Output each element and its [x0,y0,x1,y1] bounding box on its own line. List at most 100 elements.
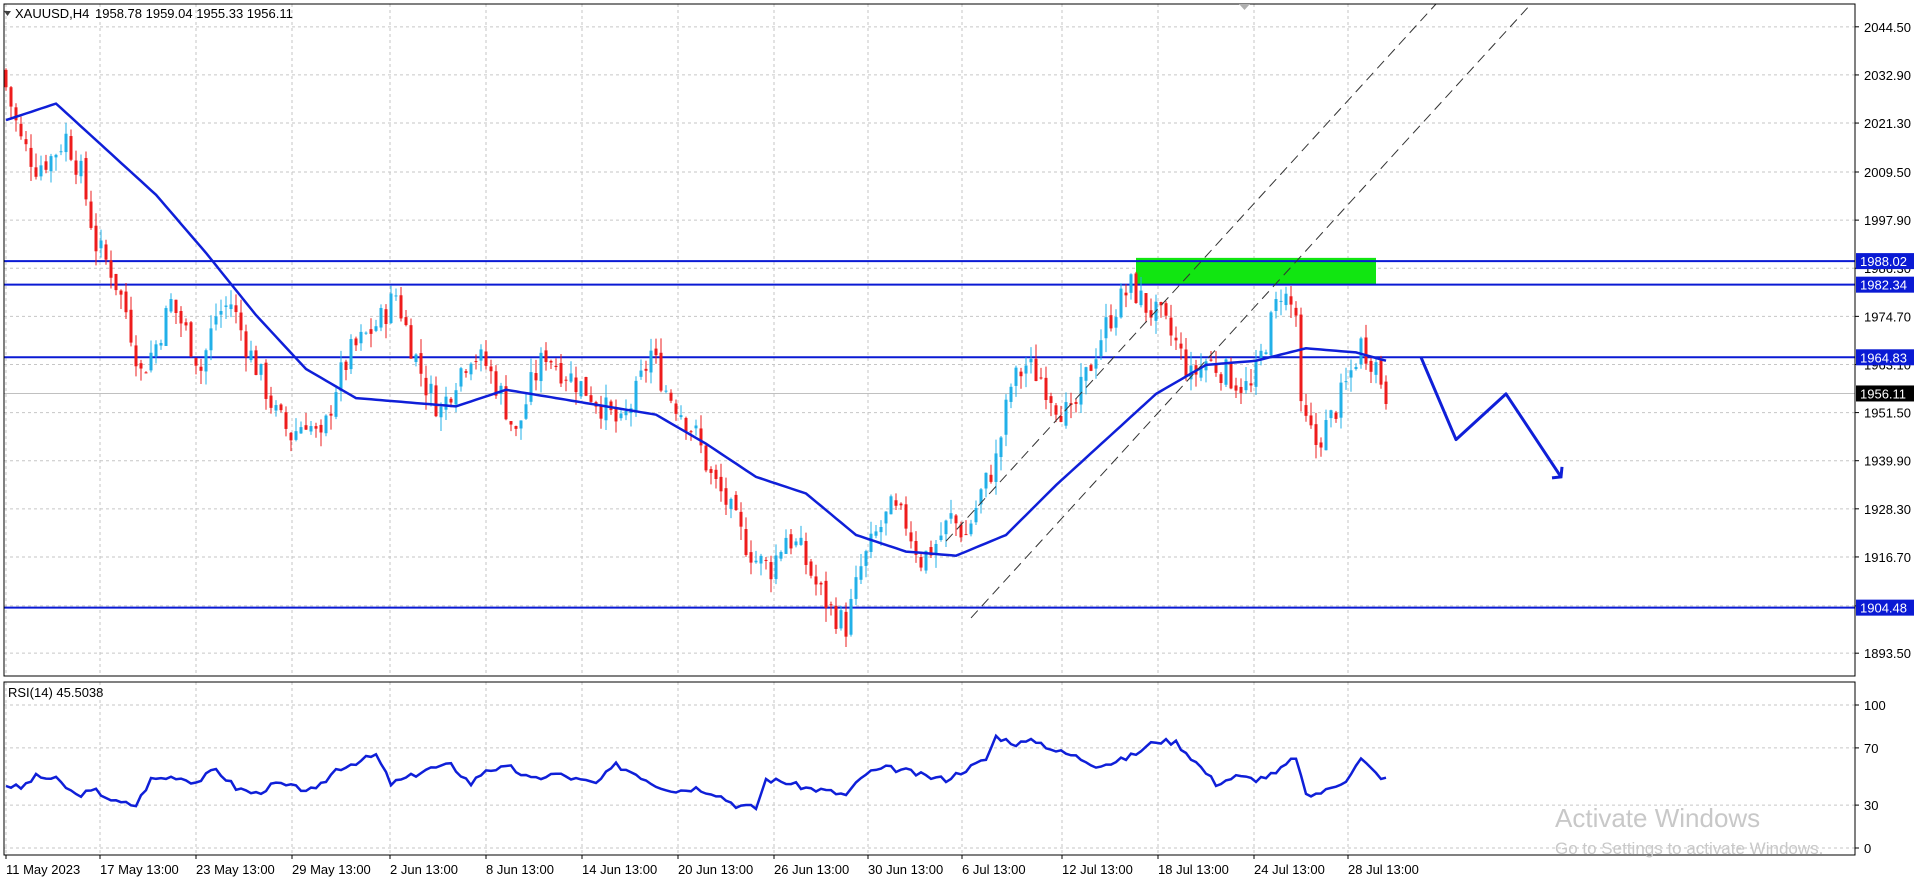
projection-path[interactable] [1419,356,1563,478]
x-tick-label: 28 Jul 13:00 [1348,862,1419,877]
candle-body [814,576,818,585]
candle-body [1234,385,1238,391]
candle-body [859,566,863,580]
candle-body [489,366,493,372]
candle-body [289,432,293,441]
candle-body [249,350,253,361]
candle-body [409,325,413,359]
candle-body [1094,359,1098,369]
resistance-zone[interactable] [1136,257,1376,285]
candle-body [744,529,748,555]
x-tick-label: 12 Jul 13:00 [1062,862,1133,877]
candle-body [109,260,113,278]
y-tick-label: 2044.50 [1864,20,1911,35]
channel-line[interactable] [970,3,1532,619]
symbol-label: XAUUSD,H4 [15,6,89,21]
channel-line[interactable] [945,3,1437,542]
candle-body [909,532,913,542]
candle-body [264,362,268,399]
candle-body [1144,293,1148,313]
candle-body [734,494,738,511]
candle-body [1129,274,1133,293]
candle-body [1284,293,1288,306]
candle-body [314,426,318,429]
y-tick-label: 1928.30 [1864,502,1911,517]
x-tick-label: 14 Jun 13:00 [582,862,657,877]
candle-body [979,489,983,505]
x-tick-label: 6 Jul 13:00 [962,862,1026,877]
candle-body [1104,317,1108,339]
candle-body [354,338,358,346]
candle-body [49,156,53,172]
candle-body [944,520,948,535]
candle-body [124,291,128,313]
candle-body [964,534,968,536]
candle-body [464,371,468,373]
candle-body [154,344,158,357]
candle-body [429,383,433,394]
candle-body [549,360,553,363]
candle-body [584,377,588,396]
candle-body [1074,402,1078,404]
candle-body [369,329,373,334]
x-tick-label: 24 Jul 13:00 [1254,862,1325,877]
candle-body [1349,370,1353,378]
candle-body [294,431,298,440]
candle-body [1374,362,1378,375]
candle-body [694,425,698,429]
chart-shift-icon[interactable] [1239,4,1250,10]
candle-body [809,561,813,576]
candle-body [904,504,908,529]
candle-body [969,523,973,535]
candle-body [709,469,713,473]
candle-body [749,552,753,563]
candle-body [379,307,383,328]
candle-body [209,328,213,351]
candle-body [334,392,338,417]
candle-body [564,379,568,381]
candle-body [699,428,703,446]
candle-body [234,305,238,313]
candle-body [1199,366,1203,378]
candle-body [344,361,348,371]
y-tick-label: 1974.70 [1864,309,1911,324]
x-tick-label: 29 May 13:00 [292,862,371,877]
current-price-tag: 1956.11 [1860,386,1906,401]
candle-body [384,309,388,325]
candle-body [39,165,43,177]
candle-body [439,406,443,418]
candle-body [304,425,308,430]
candle-body [174,299,178,313]
rsi-label: RSI(14) 45.5038 [8,685,103,700]
candle-body [1009,386,1013,402]
x-tick-label: 17 May 13:00 [100,862,179,877]
candle-body [1344,381,1348,383]
candle-body [919,557,923,568]
candle-body [1024,365,1028,374]
candle-body [779,552,783,559]
candle-body [1229,362,1233,389]
candle-body [679,415,683,418]
candle-body [159,342,163,346]
candle-body [644,368,648,371]
candle-body [554,365,558,367]
candle-body [94,225,98,252]
ohlc-values: 1958.78 1959.04 1955.33 1956.11 [95,6,293,21]
candle-body [179,311,183,324]
candle-body [214,316,218,325]
candle-body [1014,367,1018,386]
triangle-down-icon[interactable] [4,11,11,16]
candle-body [1219,374,1223,383]
candle-body [1334,412,1338,419]
candle-body [349,339,353,370]
candle-body [754,560,758,563]
candle-body [139,363,143,369]
candle-body [714,469,718,479]
candle-body [329,413,333,416]
candle-body [69,136,73,160]
x-tick-label: 26 Jun 13:00 [774,862,849,877]
candle-body [1064,402,1068,426]
candle-body [1159,301,1163,306]
